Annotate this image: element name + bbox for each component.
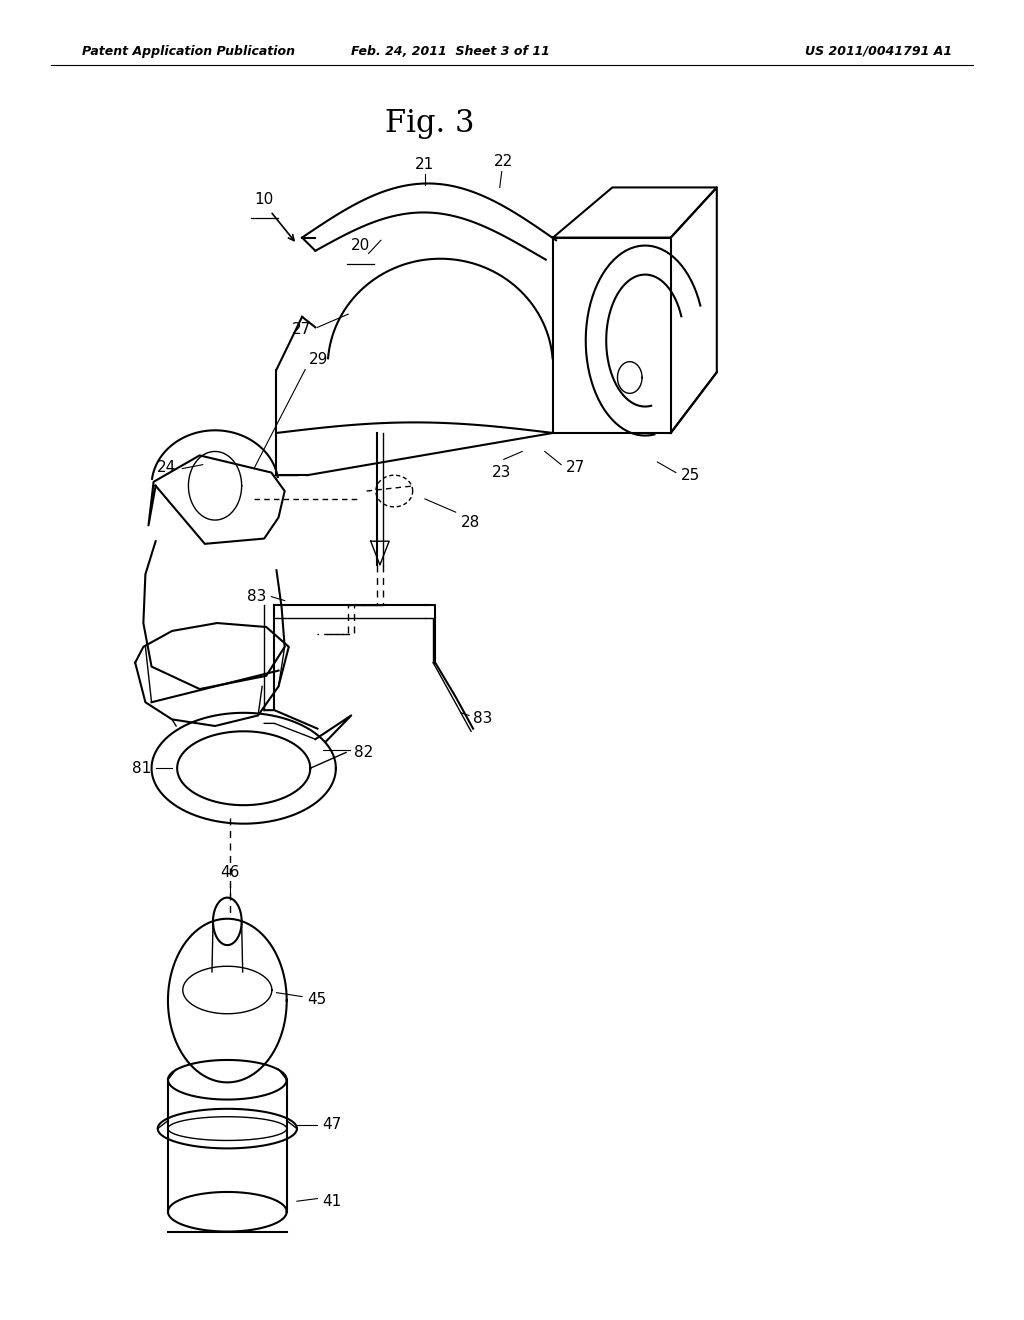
- Text: 22: 22: [495, 154, 513, 169]
- Text: 82: 82: [354, 744, 374, 760]
- Text: 21: 21: [416, 157, 434, 172]
- Text: 45: 45: [307, 991, 327, 1007]
- Text: 47: 47: [323, 1117, 342, 1133]
- Text: 83: 83: [473, 710, 493, 726]
- Text: 83: 83: [247, 589, 266, 605]
- Text: US 2011/0041791 A1: US 2011/0041791 A1: [805, 45, 952, 58]
- Text: 24: 24: [157, 459, 176, 475]
- Text: 27: 27: [292, 322, 311, 338]
- Text: 27: 27: [566, 459, 586, 475]
- Text: 29: 29: [309, 352, 329, 367]
- Text: 46: 46: [221, 866, 240, 880]
- Text: Patent Application Publication: Patent Application Publication: [82, 45, 295, 58]
- Text: 10: 10: [255, 193, 273, 207]
- Text: Feb. 24, 2011  Sheet 3 of 11: Feb. 24, 2011 Sheet 3 of 11: [351, 45, 550, 58]
- Text: 41: 41: [323, 1193, 342, 1209]
- Text: 81: 81: [132, 760, 152, 776]
- Text: 28: 28: [461, 515, 480, 529]
- Text: 25: 25: [681, 467, 700, 483]
- Text: 23: 23: [493, 465, 511, 479]
- Text: 20: 20: [351, 239, 370, 253]
- Text: Fig. 3: Fig. 3: [385, 108, 475, 139]
